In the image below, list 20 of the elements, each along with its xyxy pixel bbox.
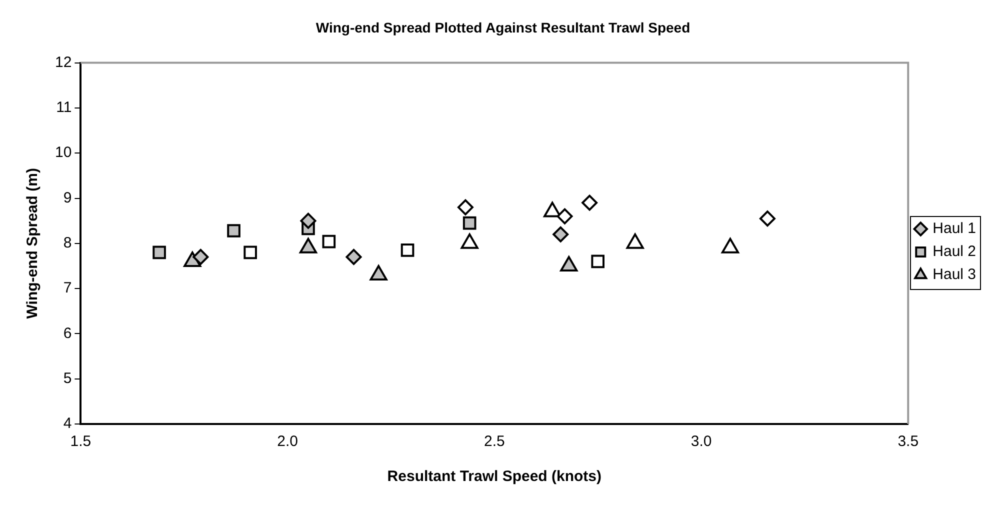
y-tick-label: 11 (56, 99, 72, 116)
x-axis-title: Resultant Trawl Speed (knots) (387, 468, 602, 486)
y-tick-label: 10 (54, 144, 72, 162)
y-tick-label: 12 (54, 54, 72, 71)
y-tick-label: 5 (63, 370, 72, 387)
x-tick-label: 3.0 (690, 433, 712, 450)
x-tick-label: 3.5 (898, 433, 919, 450)
legend-label: Haul 1 (932, 220, 976, 238)
x-tick-label: 2.5 (484, 433, 505, 450)
y-tick-label: 6 (63, 324, 72, 342)
y-tick-label: 7 (63, 280, 72, 297)
y-axis-title: Wing-end Spread (m) (24, 168, 42, 319)
y-tick-label: 9 (63, 189, 72, 206)
x-tick-label: 2.0 (277, 433, 298, 450)
y-tick-label: 8 (63, 234, 72, 252)
x-tick-label: 1.5 (70, 433, 92, 450)
y-tick-label: 4 (63, 415, 72, 432)
chart-title: Wing-end Spread Plotted Against Resultant Trawl Speed (316, 19, 690, 36)
legend-label: Haul 2 (932, 243, 976, 260)
legend-label: Haul 3 (932, 266, 976, 284)
